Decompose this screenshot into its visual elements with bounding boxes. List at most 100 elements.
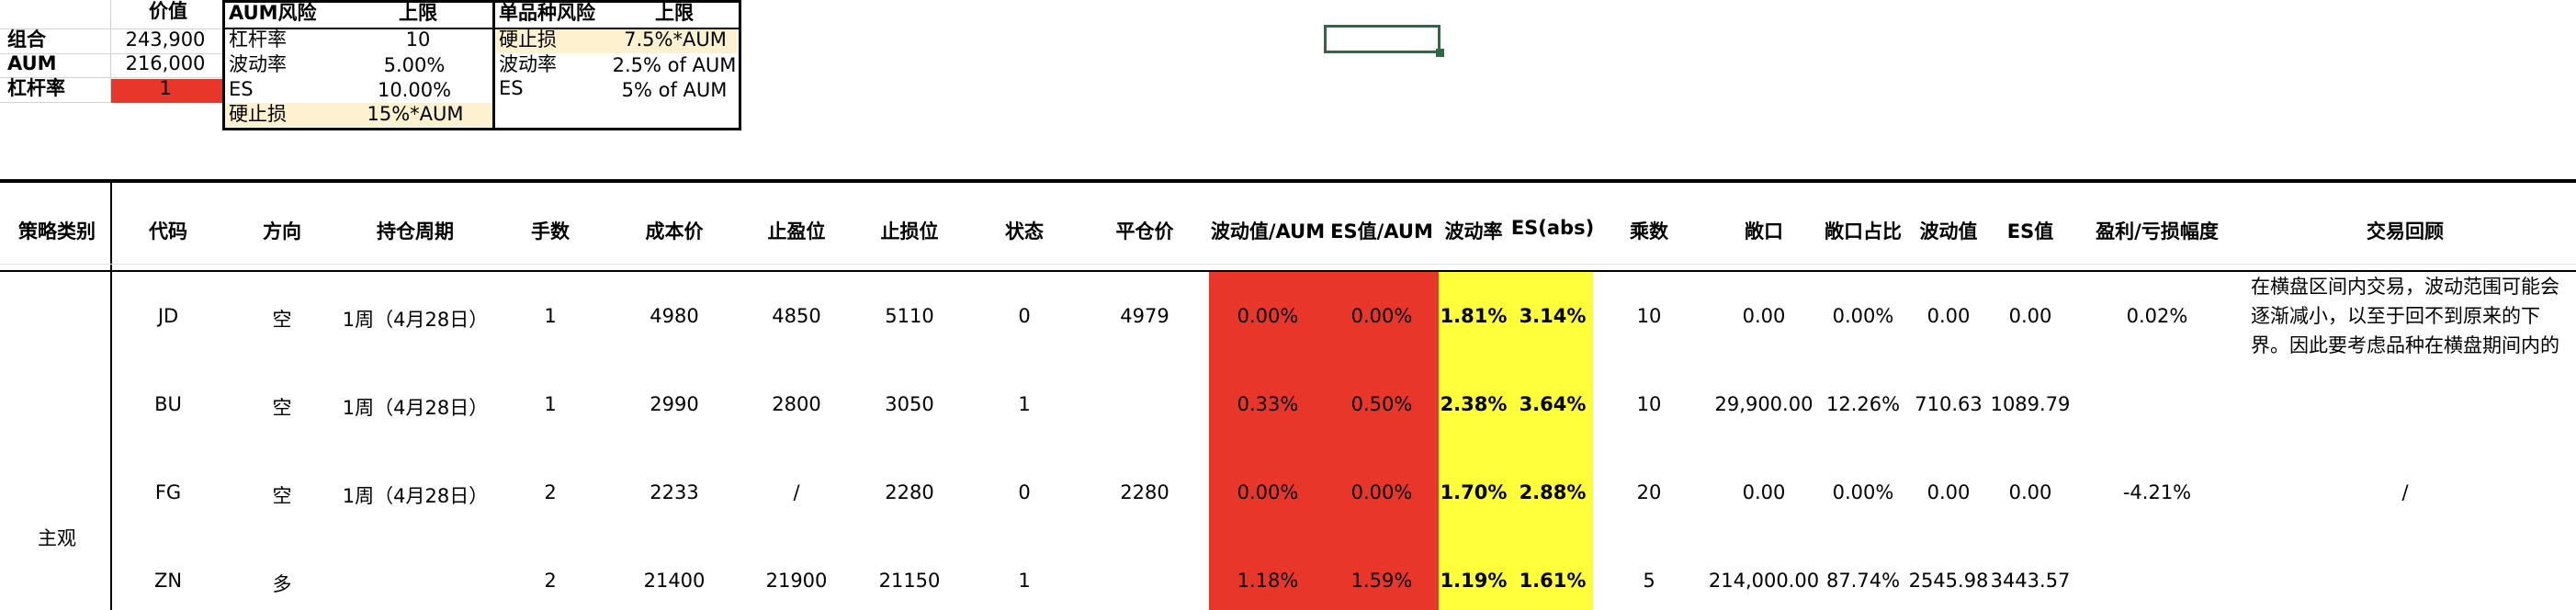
cell-pnl: -4.21% xyxy=(2122,481,2192,503)
header-holding-period: 持仓周期 xyxy=(377,220,454,243)
summary-label-leverage: 杠杆率 xyxy=(7,77,65,99)
cell-direction: 空 xyxy=(272,397,292,419)
cell-cost: 2990 xyxy=(650,393,699,415)
cell-take-profit: 4850 xyxy=(772,305,821,327)
cell-exposure: 0.00 xyxy=(1742,481,1786,503)
cell-es-aum: 0.50% xyxy=(1350,393,1413,415)
cell-multiplier: 10 xyxy=(1636,305,1662,327)
header-code: 代码 xyxy=(149,220,187,243)
header-cost-price: 成本价 xyxy=(645,220,704,243)
header-vol-aum: 波动值/AUM xyxy=(1210,220,1326,243)
cell-es-abs: 1.61% xyxy=(1519,570,1587,592)
cell-direction: 空 xyxy=(272,309,292,331)
cell-es-value: 0.00 xyxy=(2008,305,2052,327)
header-pnl: 盈利/亏损幅度 xyxy=(2096,220,2219,243)
vol-es-columns-fill xyxy=(1439,272,1593,610)
header-bottom-border xyxy=(0,270,2576,272)
summary-value-portfolio: 243,900 xyxy=(125,28,206,51)
cell-vol-aum: 0.00% xyxy=(1237,481,1299,503)
aum-risk-label: 波动率 xyxy=(229,53,287,75)
aum-risk-value: 10 xyxy=(405,28,431,51)
cell-status: 1 xyxy=(1018,570,1031,592)
cell-take-profit: 21900 xyxy=(765,570,828,592)
cell-stop-loss: 21150 xyxy=(878,570,941,592)
cell-exposure: 214,000.00 xyxy=(1708,570,1820,592)
table-top-border xyxy=(0,179,2576,183)
cell-lots: 1 xyxy=(544,305,557,327)
single-risk-value: 5% of AUM xyxy=(621,79,728,101)
cell-es-aum: 1.59% xyxy=(1350,570,1413,592)
cell-vol-value: 2545.98 xyxy=(1908,570,1989,592)
single-risk-value: 2.5% of AUM xyxy=(612,54,737,76)
cell-vol-aum: 0.00% xyxy=(1237,305,1299,327)
single-hardstop-fill xyxy=(496,29,737,53)
cell-status: 0 xyxy=(1018,481,1031,503)
header-strategy-category: 策略类别 xyxy=(18,220,96,243)
cell-vol-aum: 0.33% xyxy=(1237,393,1299,415)
cell-exposure-pct: 0.00% xyxy=(1832,481,1894,503)
header-exposure: 敞口 xyxy=(1745,220,1783,243)
cell-es-abs: 3.14% xyxy=(1519,305,1587,327)
single-risk-value: 7.5%*AUM xyxy=(624,28,727,51)
header-close-price: 平仓价 xyxy=(1115,220,1174,243)
selected-cell[interactable] xyxy=(1324,25,1441,53)
cell-es-aum: 0.00% xyxy=(1350,305,1413,327)
cell-period: 1周（4月28日） xyxy=(342,309,489,331)
single-risk-header: 单品种风险 xyxy=(499,2,595,24)
single-risk-label: 波动率 xyxy=(499,53,557,75)
cell-code: ZN xyxy=(153,570,183,592)
header-status: 状态 xyxy=(1005,220,1044,243)
cell-es-abs: 3.64% xyxy=(1519,393,1587,415)
header-take-profit: 止盈位 xyxy=(767,220,826,243)
header-stop-loss: 止损位 xyxy=(880,220,939,243)
cell-exposure: 29,900.00 xyxy=(1714,393,1813,415)
aum-risk-limit-header: 上限 xyxy=(399,2,437,24)
category-column-border xyxy=(110,181,112,610)
cell-stop-loss: 2280 xyxy=(885,481,934,503)
header-direction: 方向 xyxy=(263,220,301,243)
cell-cost: 4980 xyxy=(650,305,699,327)
cell-status: 1 xyxy=(1018,393,1031,415)
header-trade-review: 交易回顾 xyxy=(2367,220,2444,243)
cell-exposure: 0.00 xyxy=(1742,305,1786,327)
header-lots: 手数 xyxy=(531,220,570,243)
cell-es-value: 1089.79 xyxy=(1990,393,2071,415)
cell-take-profit: 2800 xyxy=(772,393,821,415)
cell-take-profit: / xyxy=(793,481,800,503)
fill-handle[interactable] xyxy=(1436,49,1444,57)
summary-value-aum: 216,000 xyxy=(125,52,206,74)
header-es-abs: ES(abs) xyxy=(1510,217,1595,239)
cell-stop-loss: 3050 xyxy=(885,393,934,415)
header-vol-value: 波动值 xyxy=(1919,220,1978,243)
header-volatility: 波动率 xyxy=(1444,220,1503,243)
cell-code: FG xyxy=(154,481,182,503)
cell-status: 0 xyxy=(1018,305,1031,327)
cell-close-price: 4979 xyxy=(1120,305,1169,327)
cell-pnl: 0.02% xyxy=(2126,305,2188,327)
risk-aum-columns-fill xyxy=(1209,272,1439,610)
aum-risk-label: 硬止损 xyxy=(229,103,287,125)
summary-label-aum: AUM xyxy=(7,52,57,74)
cell-exposure-pct: 12.26% xyxy=(1825,393,1901,415)
aum-hardstop-fill xyxy=(224,103,492,127)
single-risk-limit-header: 上限 xyxy=(655,2,694,24)
cell-trade-review: / xyxy=(2401,481,2409,503)
single-risk-label: 硬止损 xyxy=(499,28,557,51)
cell-code: JD xyxy=(157,305,179,327)
cell-es-aum: 0.00% xyxy=(1350,481,1413,503)
cell-period: 1周（4月28日） xyxy=(342,485,489,507)
header-multiplier: 乘数 xyxy=(1630,220,1668,243)
aum-risk-value: 10.00% xyxy=(377,79,452,101)
aum-risk-header: AUM风险 xyxy=(229,2,317,24)
summary-label-portfolio: 组合 xyxy=(7,28,46,51)
cell-vol-value: 0.00 xyxy=(1926,305,1971,327)
cell-volatility: 1.81% xyxy=(1440,305,1508,327)
aum-risk-value: 15%*AUM xyxy=(367,103,464,125)
cell-code: BU xyxy=(154,393,182,415)
cell-multiplier: 10 xyxy=(1636,393,1662,415)
cell-volatility: 1.70% xyxy=(1440,481,1508,503)
cell-cost: 21400 xyxy=(643,570,706,592)
cell-volatility: 1.19% xyxy=(1440,570,1508,592)
cell-volatility: 2.38% xyxy=(1440,393,1508,415)
cell-vol-aum: 1.18% xyxy=(1237,570,1299,592)
